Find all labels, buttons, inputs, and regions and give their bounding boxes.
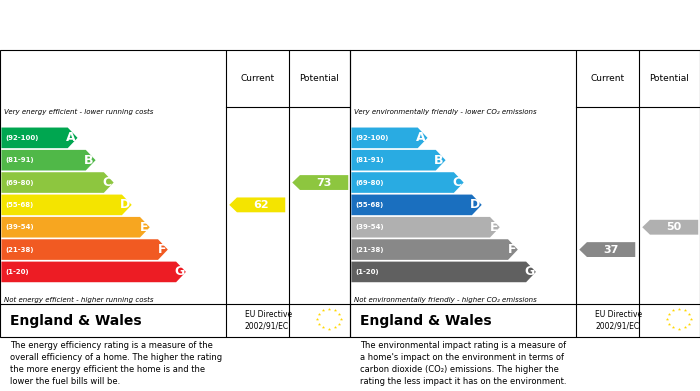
Polygon shape — [351, 239, 518, 260]
Text: D: D — [120, 198, 130, 212]
Text: EU Directive: EU Directive — [595, 310, 642, 319]
Text: 73: 73 — [316, 178, 332, 188]
Text: Not energy efficient - higher running costs: Not energy efficient - higher running co… — [4, 296, 153, 303]
Polygon shape — [1, 127, 78, 148]
Text: A: A — [66, 131, 76, 144]
Text: 2002/91/EC: 2002/91/EC — [595, 322, 639, 331]
Text: Potential: Potential — [300, 74, 339, 83]
Text: Current: Current — [590, 74, 624, 83]
Text: England & Wales: England & Wales — [10, 314, 142, 328]
Text: A: A — [416, 131, 426, 144]
Polygon shape — [230, 197, 286, 212]
Polygon shape — [1, 217, 150, 238]
Text: (21-38): (21-38) — [355, 247, 384, 253]
Text: Energy Efficiency Rating: Energy Efficiency Rating — [10, 18, 173, 32]
Text: (39-54): (39-54) — [355, 224, 384, 230]
Text: 50: 50 — [666, 222, 682, 232]
Text: 37: 37 — [603, 244, 619, 255]
Text: G: G — [524, 265, 534, 278]
Polygon shape — [293, 175, 349, 190]
Text: (1-20): (1-20) — [6, 269, 29, 275]
Text: The environmental impact rating is a measure of
a home's impact on the environme: The environmental impact rating is a mea… — [360, 341, 567, 386]
Text: (92-100): (92-100) — [355, 135, 388, 141]
Text: F: F — [158, 243, 166, 256]
Text: F: F — [508, 243, 516, 256]
Text: (21-38): (21-38) — [6, 247, 34, 253]
Text: G: G — [174, 265, 184, 278]
Polygon shape — [351, 172, 463, 193]
Text: (92-100): (92-100) — [6, 135, 38, 141]
Text: Potential: Potential — [650, 74, 690, 83]
Text: B: B — [434, 154, 444, 167]
Text: (39-54): (39-54) — [6, 224, 34, 230]
Text: B: B — [84, 154, 94, 167]
Polygon shape — [351, 150, 446, 170]
Polygon shape — [351, 217, 500, 238]
Text: (69-80): (69-80) — [355, 179, 384, 186]
Text: C: C — [453, 176, 462, 189]
Text: 62: 62 — [253, 200, 269, 210]
Polygon shape — [580, 242, 636, 257]
Text: D: D — [470, 198, 480, 212]
Text: (1-20): (1-20) — [355, 269, 379, 275]
Text: (69-80): (69-80) — [6, 179, 34, 186]
Polygon shape — [1, 262, 186, 282]
Text: 2002/91/EC: 2002/91/EC — [245, 322, 289, 331]
Text: E: E — [139, 221, 148, 234]
Text: C: C — [103, 176, 112, 189]
Text: England & Wales: England & Wales — [360, 314, 492, 328]
Text: Very environmentally friendly - lower CO₂ emissions: Very environmentally friendly - lower CO… — [354, 109, 536, 115]
Text: Current: Current — [240, 74, 274, 83]
Text: EU Directive: EU Directive — [245, 310, 292, 319]
Text: Environmental Impact (CO₂) Rating: Environmental Impact (CO₂) Rating — [360, 18, 593, 32]
Polygon shape — [351, 127, 428, 148]
Polygon shape — [643, 220, 699, 235]
Text: Not environmentally friendly - higher CO₂ emissions: Not environmentally friendly - higher CO… — [354, 296, 536, 303]
Polygon shape — [351, 195, 482, 215]
Polygon shape — [1, 239, 168, 260]
Text: (55-68): (55-68) — [6, 202, 34, 208]
Polygon shape — [351, 262, 536, 282]
Text: (81-91): (81-91) — [6, 157, 34, 163]
Polygon shape — [1, 195, 132, 215]
Text: E: E — [489, 221, 498, 234]
Text: (55-68): (55-68) — [355, 202, 384, 208]
Polygon shape — [1, 172, 113, 193]
Polygon shape — [1, 150, 96, 170]
Text: (81-91): (81-91) — [355, 157, 384, 163]
Text: Very energy efficient - lower running costs: Very energy efficient - lower running co… — [4, 109, 153, 115]
Text: The energy efficiency rating is a measure of the
overall efficiency of a home. T: The energy efficiency rating is a measur… — [10, 341, 223, 386]
